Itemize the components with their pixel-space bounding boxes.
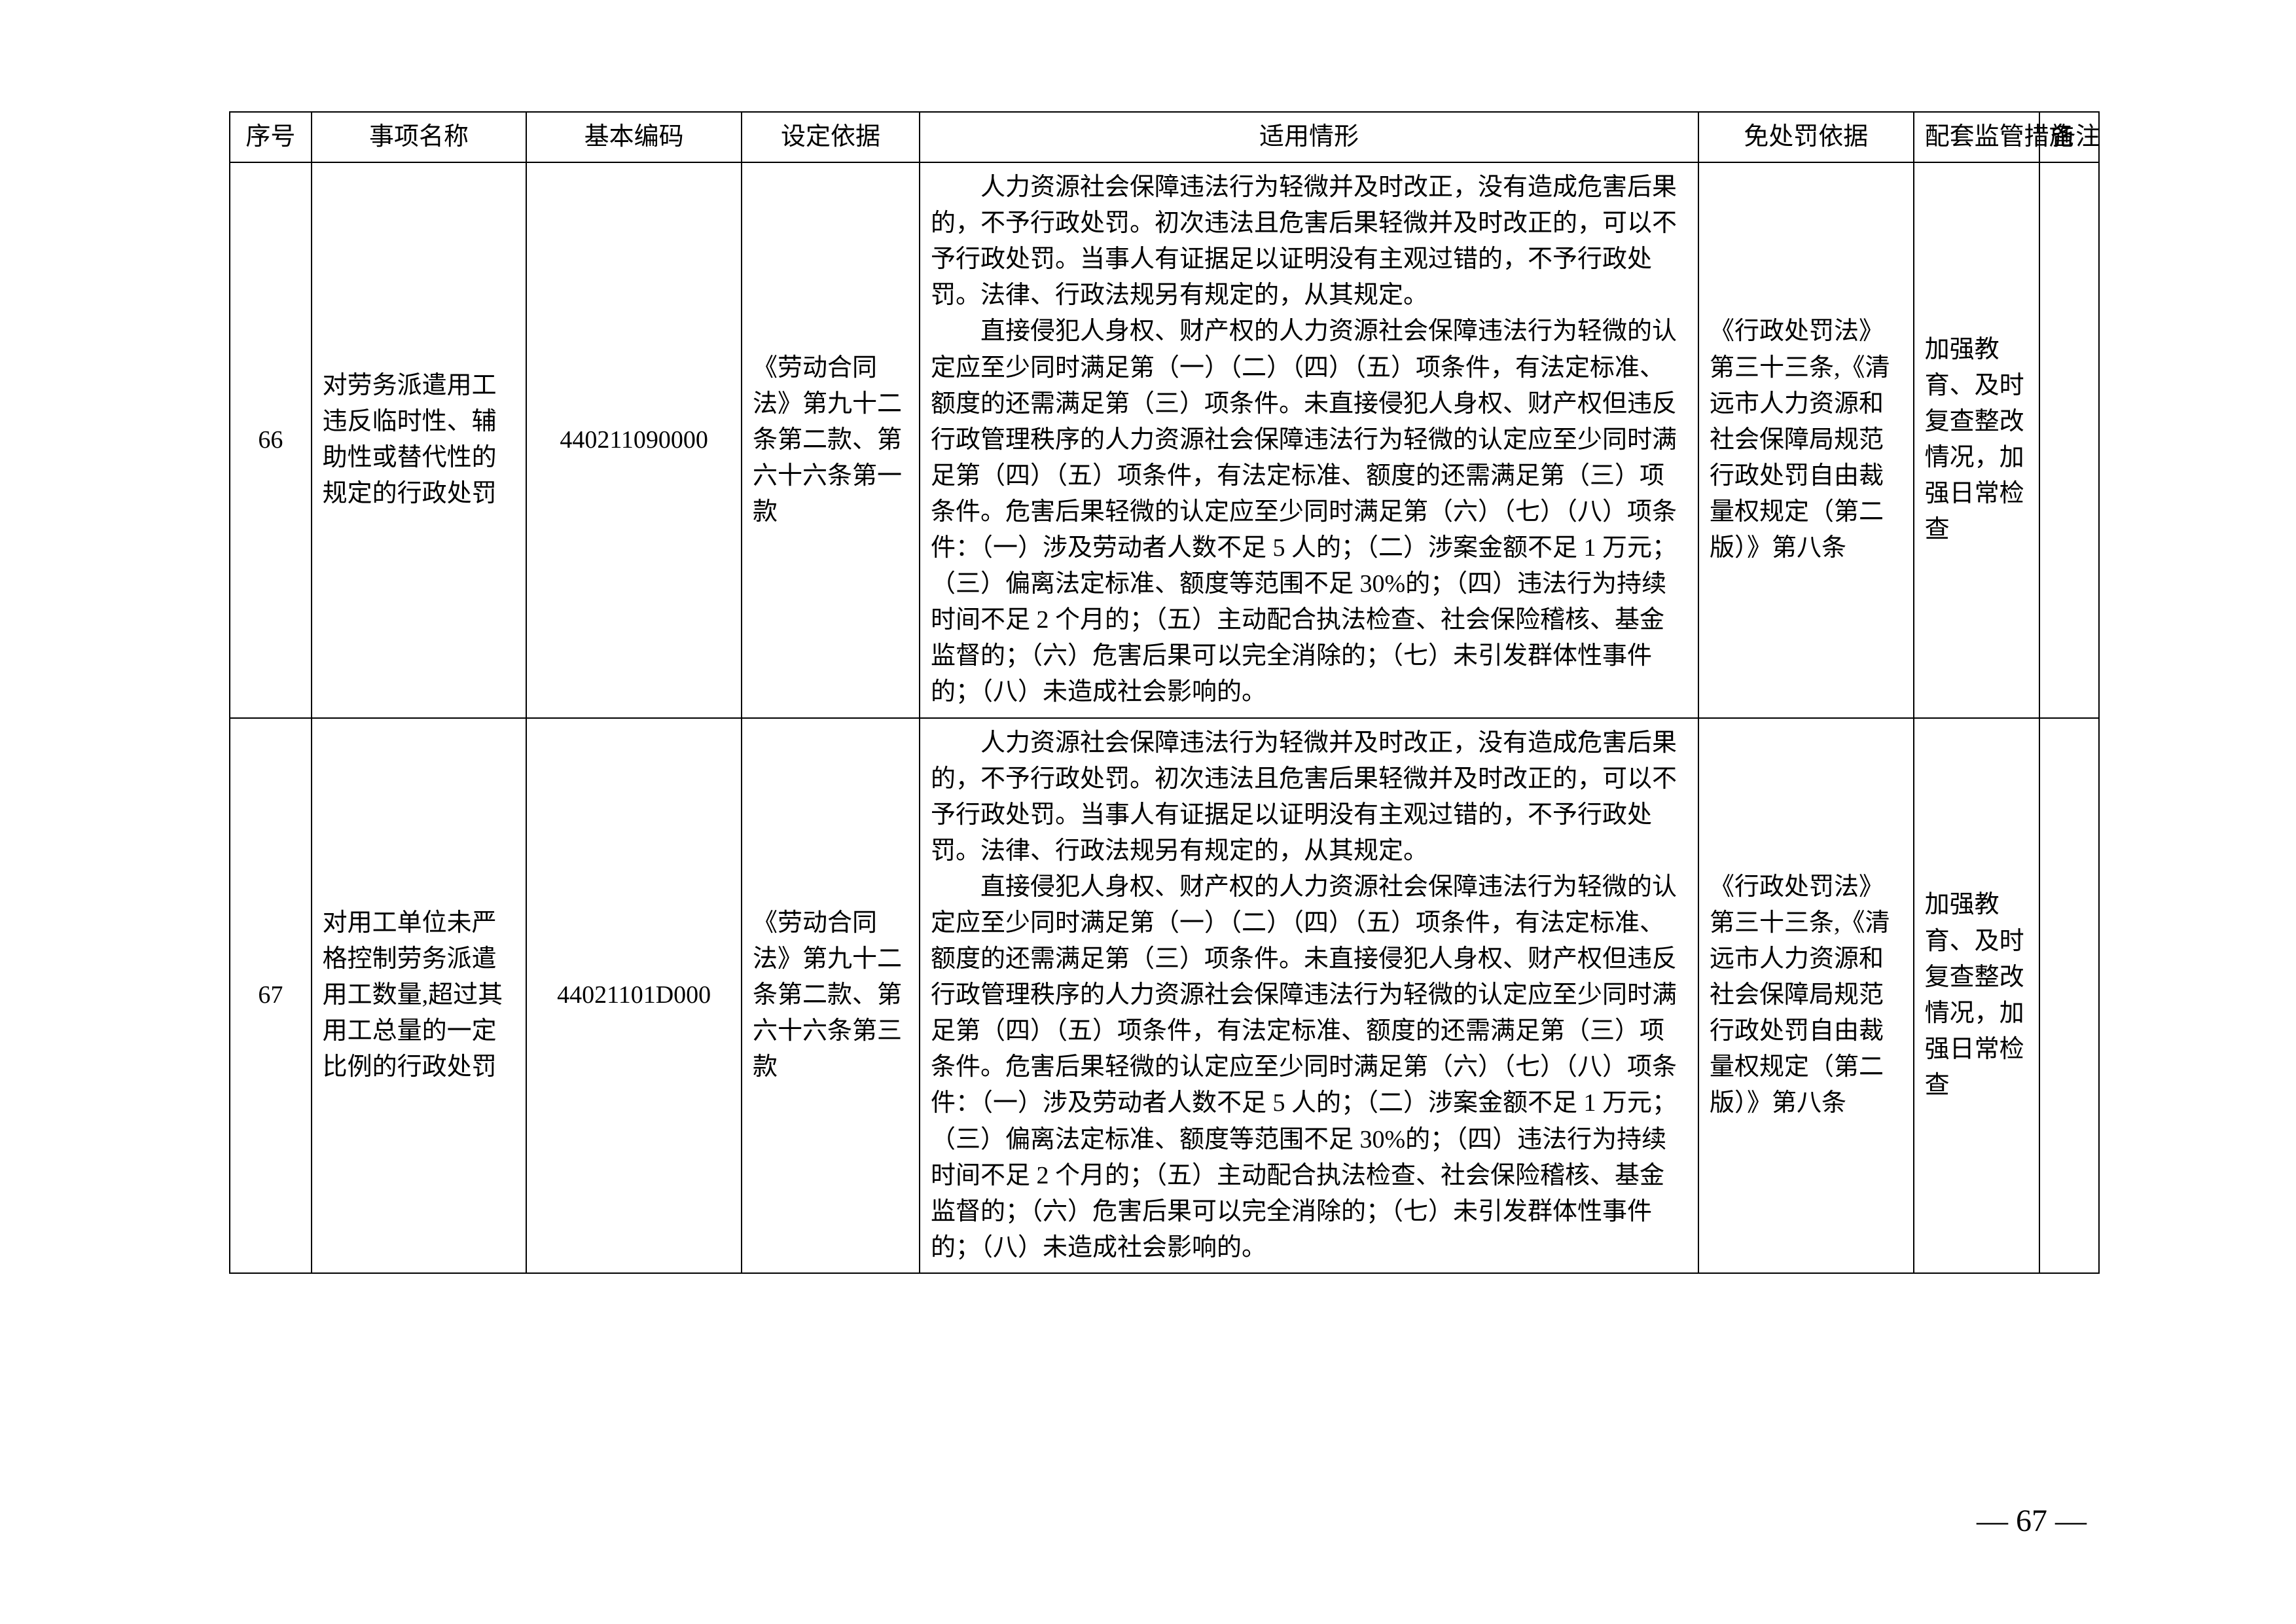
header-basis: 设定依据 <box>742 112 920 162</box>
situation-paragraph: 人力资源社会保障违法行为轻微并及时改正，没有造成危害后果的，不予行政处罚。初次违… <box>931 170 1687 314</box>
table-header-row: 序号 事项名称 基本编码 设定依据 适用情形 免处罚依据 配套监管措施 备注 <box>230 112 2099 162</box>
situation-paragraph: 直接侵犯人身权、财产权的人力资源社会保障违法行为轻微的认定应至少同时满足第（一）… <box>931 314 1687 710</box>
header-exempt: 免处罚依据 <box>1698 112 1914 162</box>
cell-seq: 67 <box>230 718 312 1273</box>
table-row: 66 对劳务派遣用工违反临时性、辅助性或替代性的规定的行政处罚 44021109… <box>230 162 2099 717</box>
cell-situation: 人力资源社会保障违法行为轻微并及时改正，没有造成危害后果的，不予行政处罚。初次违… <box>920 718 1698 1273</box>
table-row: 67 对用工单位未严格控制劳务派遣用工数量,超过其用工总量的一定比例的行政处罚 … <box>230 718 2099 1273</box>
situation-paragraph: 人力资源社会保障违法行为轻微并及时改正，没有造成危害后果的，不予行政处罚。初次违… <box>931 725 1687 869</box>
cell-seq: 66 <box>230 162 312 717</box>
page-number: — 67 — <box>1977 1503 2087 1539</box>
cell-name: 对劳务派遣用工违反临时性、辅助性或替代性的规定的行政处罚 <box>312 162 527 717</box>
cell-basis: 《劳动合同法》第九十二条第二款、第六十六条第三款 <box>742 718 920 1273</box>
cell-situation: 人力资源社会保障违法行为轻微并及时改正，没有造成危害后果的，不予行政处罚。初次违… <box>920 162 1698 717</box>
header-code: 基本编码 <box>526 112 742 162</box>
cell-measures: 加强教育、及时复查整改情况，加强日常检查 <box>1914 162 2040 717</box>
cell-exempt: 《行政处罚法》第三十三条,《清远市人力资源和社会保障局规范行政处罚自由裁量权规定… <box>1698 162 1914 717</box>
regulation-table: 序号 事项名称 基本编码 设定依据 适用情形 免处罚依据 配套监管措施 备注 6… <box>229 111 2100 1274</box>
cell-exempt: 《行政处罚法》第三十三条,《清远市人力资源和社会保障局规范行政处罚自由裁量权规定… <box>1698 718 1914 1273</box>
header-measures: 配套监管措施 <box>1914 112 2040 162</box>
situation-paragraph: 直接侵犯人身权、财产权的人力资源社会保障违法行为轻微的认定应至少同时满足第（一）… <box>931 869 1687 1266</box>
cell-basis: 《劳动合同法》第九十二条第二款、第六十六条第一款 <box>742 162 920 717</box>
cell-code: 440211090000 <box>526 162 742 717</box>
cell-name: 对用工单位未严格控制劳务派遣用工数量,超过其用工总量的一定比例的行政处罚 <box>312 718 527 1273</box>
cell-measures: 加强教育、及时复查整改情况，加强日常检查 <box>1914 718 2040 1273</box>
header-name: 事项名称 <box>312 112 527 162</box>
cell-note <box>2039 718 2099 1273</box>
cell-note <box>2039 162 2099 717</box>
page-container: 序号 事项名称 基本编码 设定依据 适用情形 免处罚依据 配套监管措施 备注 6… <box>0 0 2296 1624</box>
header-seq: 序号 <box>230 112 312 162</box>
cell-code: 44021101D000 <box>526 718 742 1273</box>
header-situation: 适用情形 <box>920 112 1698 162</box>
